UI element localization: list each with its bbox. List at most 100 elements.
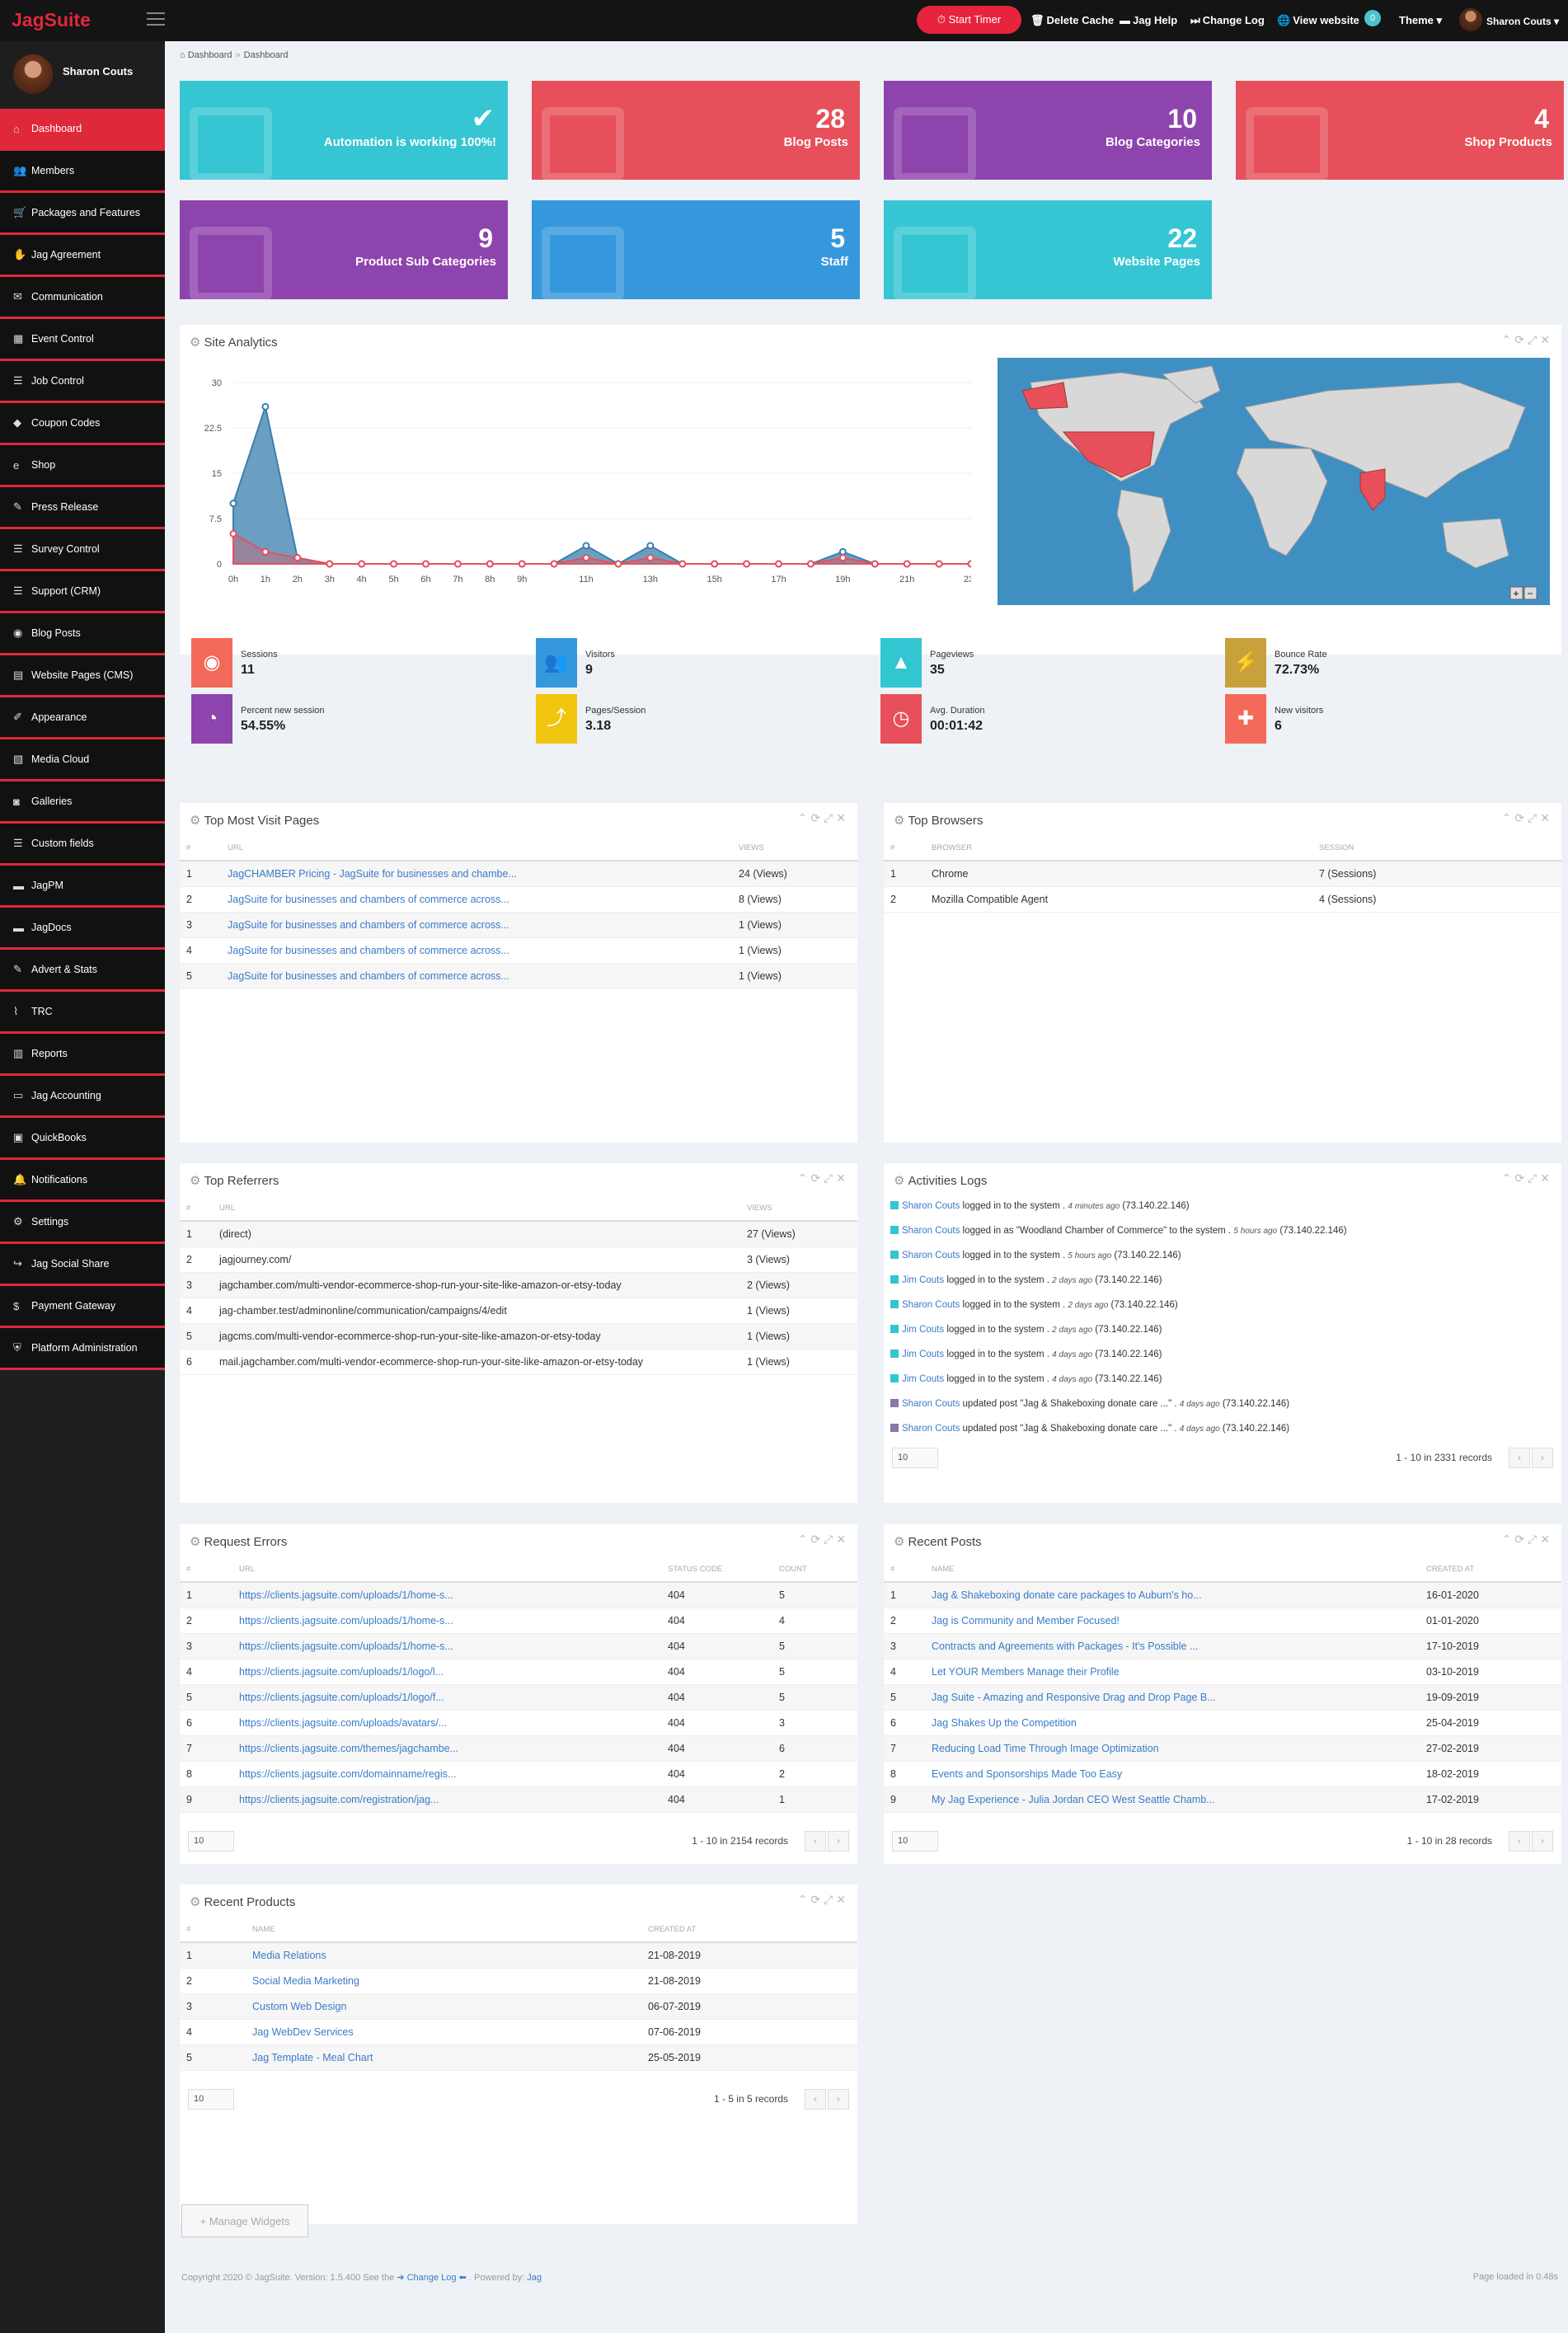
page-size-select[interactable]: 10 [188, 2089, 234, 2110]
row-link[interactable]: Jag Shakes Up the Competition [932, 1717, 1077, 1729]
row-link[interactable]: Media Relations [252, 1950, 326, 1961]
row-link[interactable]: https://clients.jagsuite.com/themes/jagc… [239, 1743, 459, 1754]
sidebar-item-members[interactable]: 👥 Members [0, 151, 165, 193]
brand-logo[interactable]: JagSuite [12, 9, 91, 31]
row-link[interactable]: https://clients.jagsuite.com/uploads/1/h… [239, 1615, 453, 1627]
sidebar-item-settings[interactable]: ⚙ Settings [0, 1202, 165, 1244]
change-log-link[interactable]: ➔ Change Log ⬅ [397, 2273, 467, 2283]
activity-user-link[interactable]: Sharon Couts [902, 1424, 960, 1434]
row-link[interactable]: Jag WebDev Services [252, 2026, 354, 2038]
row-link[interactable]: Jag is Community and Member Focused! [932, 1615, 1120, 1627]
delete-cache-button[interactable]: 🗑 Delete Cache [1030, 14, 1115, 26]
sidebar-item-notifications[interactable]: 🔔 Notifications [0, 1160, 165, 1202]
row-link[interactable]: JagSuite for businesses and chambers of … [228, 945, 509, 956]
sidebar-item-advert-stats[interactable]: ✎ Advert & Stats [0, 950, 165, 992]
stat-tile[interactable]: ✔ Automation is working 100%! [180, 81, 508, 180]
row-link[interactable]: Reducing Load Time Through Image Optimiz… [932, 1743, 1159, 1754]
row-link[interactable]: Jag & Shakeboxing donate care packages t… [932, 1589, 1202, 1601]
stat-tile[interactable]: 5 Staff [532, 200, 860, 299]
sidebar-item-quickbooks[interactable]: ▣ QuickBooks [0, 1118, 165, 1160]
sidebar-item-coupon-codes[interactable]: ◆ Coupon Codes [0, 403, 165, 445]
sidebar-item-custom-fields[interactable]: ☰ Custom fields [0, 824, 165, 866]
panel-tools[interactable]: ⌃⟳⤢✕ [1501, 333, 1553, 346]
theme-dropdown[interactable]: Theme ▾ [1399, 14, 1443, 26]
row-link[interactable]: https://clients.jagsuite.com/registratio… [239, 1794, 439, 1805]
sidebar-item-platform-administration[interactable]: ⛨ Platform Administration [0, 1328, 165, 1370]
sidebar-item-communication[interactable]: ✉ Communication [0, 277, 165, 319]
user-menu[interactable]: Sharon Couts ▾ [1486, 16, 1560, 27]
row-link[interactable]: https://clients.jagsuite.com/uploads/ava… [239, 1717, 448, 1729]
row-link[interactable]: JagCHAMBER Pricing - JagSuite for busine… [228, 868, 517, 880]
row-link[interactable]: Events and Sponsorships Made Too Easy [932, 1768, 1123, 1780]
row-link[interactable]: JagSuite for businesses and chambers of … [228, 919, 509, 931]
activity-user-link[interactable]: Sharon Couts [902, 1251, 960, 1260]
activity-user-link[interactable]: Jim Couts [902, 1350, 945, 1359]
row-link[interactable]: Let YOUR Members Manage their Profile [932, 1666, 1120, 1678]
zoom-in-button[interactable] [1509, 586, 1523, 600]
page-size-select[interactable]: 10 [892, 1448, 938, 1468]
prev-page-button[interactable]: ‹ [805, 1831, 826, 1852]
row-link[interactable]: My Jag Experience - Julia Jordan CEO Wes… [932, 1794, 1215, 1805]
row-link[interactable]: JagSuite for businesses and chambers of … [228, 894, 509, 905]
panel-tools[interactable]: ⌃⟳⤢✕ [797, 1171, 849, 1185]
world-map[interactable]: + − [998, 358, 1550, 605]
zoom-out-button[interactable] [1523, 586, 1537, 600]
activity-user-link[interactable]: Sharon Couts [902, 1226, 960, 1236]
sidebar-item-shop[interactable]: e Shop [0, 445, 165, 487]
sidebar-item-website-pages-cms[interactable]: ▤ Website Pages (CMS) [0, 655, 165, 697]
prev-page-button[interactable]: ‹ [1509, 1448, 1530, 1468]
notification-badge[interactable]: 0 [1364, 10, 1381, 26]
panel-tools[interactable]: ⌃⟳⤢✕ [1501, 1533, 1553, 1546]
stat-tile[interactable]: 10 Blog Categories [884, 81, 1212, 180]
next-page-button[interactable]: › [1532, 1831, 1553, 1852]
panel-tools[interactable]: ⌃⟳⤢✕ [797, 1533, 849, 1546]
row-link[interactable]: Contracts and Agreements with Packages -… [932, 1641, 1199, 1652]
sidebar-item-jag-social-share[interactable]: ↪ Jag Social Share [0, 1244, 165, 1286]
stat-tile[interactable]: 9 Product Sub Categories [180, 200, 508, 299]
menu-toggle-icon[interactable] [147, 12, 165, 26]
sidebar-item-payment-gateway[interactable]: $ Payment Gateway [0, 1286, 165, 1328]
sidebar-item-reports[interactable]: ▥ Reports [0, 1034, 165, 1076]
activity-user-link[interactable]: Jim Couts [902, 1374, 945, 1384]
jag-link[interactable]: Jag [527, 2273, 542, 2283]
sidebar-item-press-release[interactable]: ✎ Press Release [0, 487, 165, 529]
jag-help-button[interactable]: ▬ Jag Help [1120, 14, 1178, 26]
panel-tools[interactable]: ⌃⟳⤢✕ [797, 811, 849, 824]
sidebar-item-event-control[interactable]: ▦ Event Control [0, 319, 165, 361]
row-link[interactable]: Social Media Marketing [252, 1975, 359, 1987]
sidebar-item-trc[interactable]: ⌇ TRC [0, 992, 165, 1034]
sidebar-item-galleries[interactable]: ◙ Galleries [0, 782, 165, 824]
sidebar-item-survey-control[interactable]: ☰ Survey Control [0, 529, 165, 571]
prev-page-button[interactable]: ‹ [805, 2089, 826, 2110]
breadcrumb-home[interactable]: Dashboard [187, 50, 232, 60]
prev-page-button[interactable]: ‹ [1509, 1831, 1530, 1852]
sidebar-item-jagdocs[interactable]: ▬ JagDocs [0, 908, 165, 950]
page-size-select[interactable]: 10 [188, 1831, 234, 1852]
avatar[interactable] [13, 54, 53, 94]
manage-widgets-button[interactable]: + Manage Widgets [181, 2204, 308, 2237]
row-link[interactable]: https://clients.jagsuite.com/uploads/1/l… [239, 1692, 444, 1703]
sidebar-item-appearance[interactable]: ✐ Appearance [0, 697, 165, 739]
row-link[interactable]: Jag Template - Meal Chart [252, 2052, 373, 2063]
change-log-button[interactable]: ⏭ Change Log [1190, 14, 1265, 26]
row-link[interactable]: https://clients.jagsuite.com/domainname/… [239, 1768, 457, 1780]
sidebar-item-jagpm[interactable]: ▬ JagPM [0, 866, 165, 908]
sidebar-item-jag-agreement[interactable]: ✋ Jag Agreement [0, 235, 165, 277]
sidebar-item-media-cloud[interactable]: ▧ Media Cloud [0, 739, 165, 782]
stat-tile[interactable]: 4 Shop Products [1236, 81, 1564, 180]
sidebar-item-dashboard[interactable]: ⌂ Dashboard [0, 109, 165, 151]
row-link[interactable]: https://clients.jagsuite.com/uploads/1/h… [239, 1589, 453, 1601]
stat-tile[interactable]: 28 Blog Posts [532, 81, 860, 180]
activity-user-link[interactable]: Jim Couts [902, 1325, 945, 1335]
row-link[interactable]: https://clients.jagsuite.com/uploads/1/l… [239, 1666, 444, 1678]
activity-user-link[interactable]: Sharon Couts [902, 1399, 960, 1409]
next-page-button[interactable]: › [1532, 1448, 1553, 1468]
activity-user-link[interactable]: Sharon Couts [902, 1300, 960, 1310]
activity-user-link[interactable]: Sharon Couts [902, 1201, 960, 1211]
stat-tile[interactable]: 22 Website Pages [884, 200, 1212, 299]
panel-tools[interactable]: ⌃⟳⤢✕ [1501, 1171, 1553, 1185]
avatar[interactable] [1459, 8, 1482, 31]
row-link[interactable]: https://clients.jagsuite.com/uploads/1/h… [239, 1641, 453, 1652]
sidebar-item-jag-accounting[interactable]: ▭ Jag Accounting [0, 1076, 165, 1118]
sidebar-item-job-control[interactable]: ☰ Job Control [0, 361, 165, 403]
